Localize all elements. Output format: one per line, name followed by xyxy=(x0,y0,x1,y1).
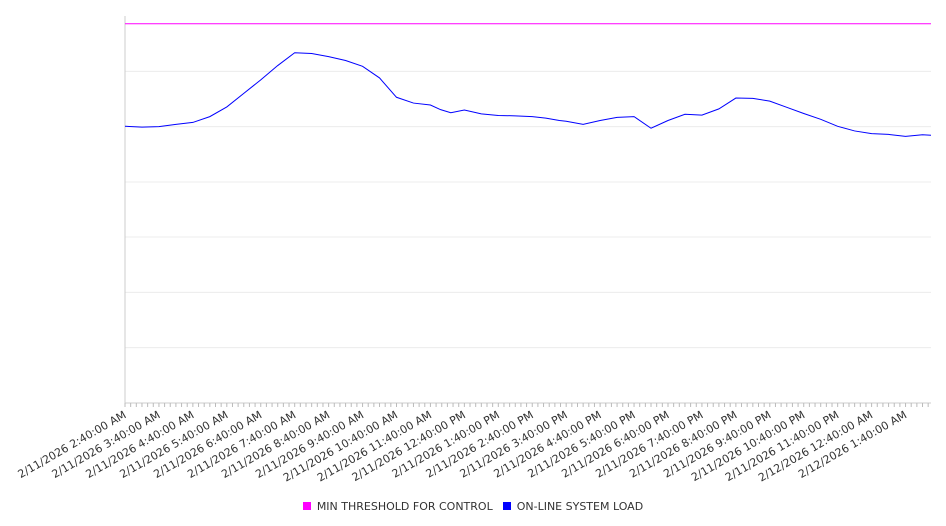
x-minor-ticks xyxy=(124,403,929,407)
series-lines xyxy=(124,23,932,137)
legend-label: MIN THRESHOLD FOR CONTROL xyxy=(316,499,493,513)
system-load-line xyxy=(124,52,932,137)
legend-item-min-threshold[interactable]: MIN THRESHOLD FOR CONTROL xyxy=(302,499,493,513)
x-tick-labels: 2/11/2026 2:40:00 AM2/11/2026 3:40:00 AM… xyxy=(16,408,909,484)
legend: MIN THRESHOLD FOR CONTROL ON-LINE SYSTEM… xyxy=(0,498,946,514)
legend-label: ON-LINE SYSTEM LOAD xyxy=(516,499,644,513)
legend-swatch-blue xyxy=(502,502,511,510)
gridlines xyxy=(125,70,931,349)
legend-swatch-magenta xyxy=(302,502,311,510)
legend-item-system-load[interactable]: ON-LINE SYSTEM LOAD xyxy=(502,499,644,513)
